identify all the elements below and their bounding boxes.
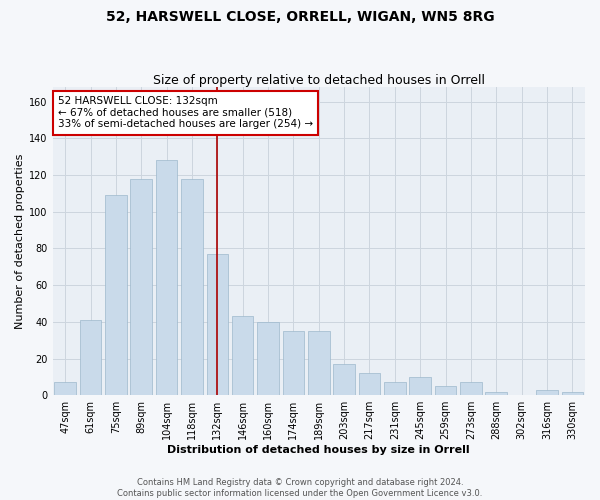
Bar <box>105 195 127 395</box>
Bar <box>485 392 507 395</box>
Bar <box>308 331 329 395</box>
Text: 52, HARSWELL CLOSE, ORRELL, WIGAN, WN5 8RG: 52, HARSWELL CLOSE, ORRELL, WIGAN, WN5 8… <box>106 10 494 24</box>
Bar <box>536 390 558 395</box>
Y-axis label: Number of detached properties: Number of detached properties <box>15 154 25 329</box>
Text: Contains HM Land Registry data © Crown copyright and database right 2024.
Contai: Contains HM Land Registry data © Crown c… <box>118 478 482 498</box>
Bar <box>257 322 279 395</box>
X-axis label: Distribution of detached houses by size in Orrell: Distribution of detached houses by size … <box>167 445 470 455</box>
Bar <box>409 377 431 395</box>
Bar <box>384 382 406 395</box>
Bar <box>156 160 178 395</box>
Text: 52 HARSWELL CLOSE: 132sqm
← 67% of detached houses are smaller (518)
33% of semi: 52 HARSWELL CLOSE: 132sqm ← 67% of detac… <box>58 96 313 130</box>
Bar <box>283 331 304 395</box>
Bar <box>130 178 152 395</box>
Bar <box>562 392 583 395</box>
Bar <box>206 254 228 395</box>
Bar <box>80 320 101 395</box>
Bar <box>460 382 482 395</box>
Bar <box>232 316 253 395</box>
Bar <box>359 373 380 395</box>
Bar <box>435 386 457 395</box>
Bar <box>334 364 355 395</box>
Bar <box>55 382 76 395</box>
Bar <box>181 178 203 395</box>
Title: Size of property relative to detached houses in Orrell: Size of property relative to detached ho… <box>153 74 485 87</box>
